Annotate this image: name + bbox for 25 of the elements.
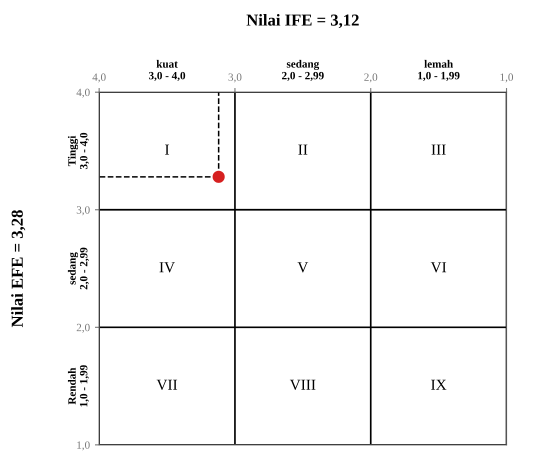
y-tick-label: 2,0 xyxy=(76,324,90,333)
chart-title: Nilai IFE = 3,12 xyxy=(246,14,359,28)
text: Rendah 1,0 - 1,99 xyxy=(68,365,89,406)
annotation: V xyxy=(297,262,308,272)
annotation: IV xyxy=(160,262,175,272)
y-tick-label: 4,0 xyxy=(76,88,90,98)
text: sedang 2,0 - 2,99 xyxy=(68,248,90,290)
text: kuat 3,0 - 4,0 xyxy=(148,60,186,81)
annotation: VII xyxy=(156,380,178,390)
y-tick-label: 1,0 xyxy=(77,441,90,450)
y-axis-title: Nilai EFE = 3,28 xyxy=(11,210,26,328)
text: sedang 2,0 - 2,99 xyxy=(282,60,324,81)
annotation: VI xyxy=(430,262,446,272)
x-tick-label: 4,0 xyxy=(92,73,106,83)
annotation: VIII xyxy=(290,380,316,390)
text: lemah 1,0 - 1,99 xyxy=(418,60,460,81)
annotation: I xyxy=(165,144,170,155)
annotation: III xyxy=(432,144,446,155)
annotation: II xyxy=(298,144,308,155)
annotation: IX xyxy=(431,380,446,390)
x-tick-label: 1,0 xyxy=(500,73,514,83)
x-tick-label: 2,0 xyxy=(364,73,378,83)
text: Tinggi 3,0 - 4,0 xyxy=(68,132,90,170)
x-tick-label: 3,0 xyxy=(228,73,242,83)
y-tick-label: 3,0 xyxy=(76,206,90,216)
